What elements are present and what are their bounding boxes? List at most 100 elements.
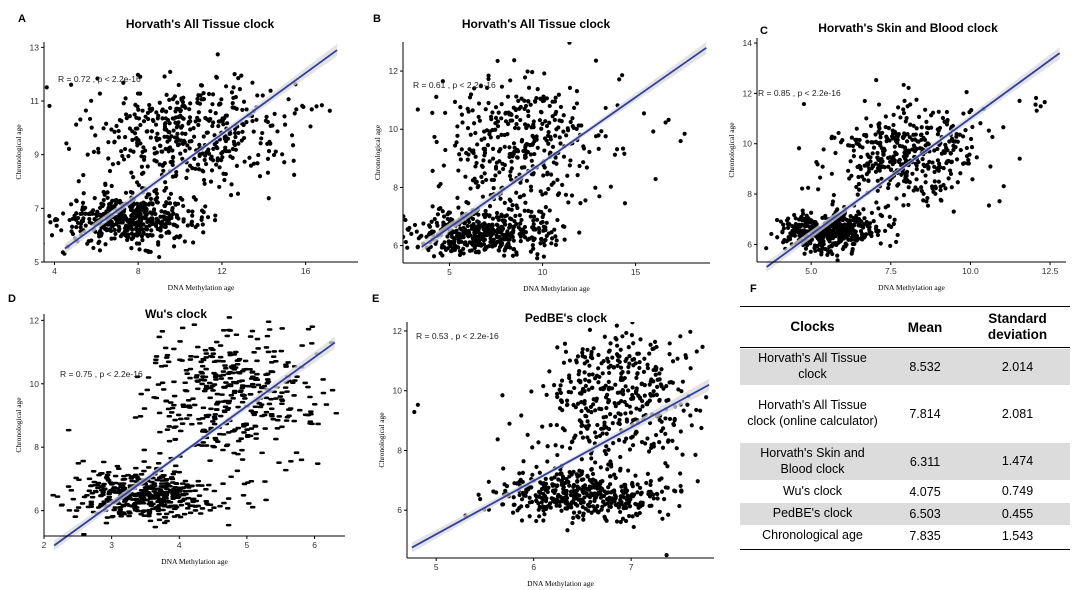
data-point	[432, 216, 437, 222]
data-point	[208, 109, 213, 114]
data-point	[551, 160, 556, 165]
data-point	[1017, 156, 1022, 161]
data-point	[514, 203, 519, 208]
data-point	[577, 418, 582, 423]
data-point	[606, 379, 611, 385]
data-point	[229, 182, 234, 187]
data-point	[107, 227, 112, 232]
data-point	[105, 470, 112, 474]
data-point	[495, 135, 501, 140]
data-point	[206, 483, 212, 487]
data-point	[235, 426, 242, 430]
table-header-row: Clocks Mean Standard deviation	[740, 307, 1070, 347]
data-point	[854, 126, 859, 131]
data-point	[613, 475, 618, 480]
data-point	[76, 478, 82, 482]
data-point	[619, 502, 624, 507]
data-point	[608, 341, 613, 346]
data-point	[615, 363, 620, 368]
data-point	[848, 159, 853, 164]
data-point	[226, 328, 232, 332]
data-point	[688, 413, 693, 418]
data-point	[801, 101, 807, 107]
data-point	[113, 231, 118, 237]
data-point	[550, 489, 556, 494]
data-point	[914, 177, 919, 182]
data-point	[283, 419, 290, 422]
data-point	[320, 391, 327, 395]
data-point	[72, 515, 79, 519]
data-point	[227, 351, 233, 354]
data-point	[654, 491, 659, 496]
data-point	[254, 372, 260, 376]
data-point	[607, 495, 612, 500]
data-point	[620, 146, 626, 151]
data-point	[597, 194, 602, 199]
data-point	[187, 163, 193, 168]
data-point	[819, 252, 824, 257]
data-point	[704, 395, 709, 400]
data-point	[434, 94, 439, 100]
data-point	[196, 122, 201, 128]
data-point	[966, 157, 971, 163]
data-point	[630, 434, 635, 439]
data-point	[252, 405, 259, 409]
data-point	[268, 88, 273, 93]
data-point	[186, 413, 193, 417]
data-point	[932, 179, 937, 184]
data-point	[485, 143, 491, 148]
data-point	[813, 244, 818, 249]
data-point	[694, 407, 699, 413]
data-point	[594, 322, 598, 323]
data-point	[158, 482, 165, 485]
data-point	[265, 380, 272, 384]
data-point	[476, 114, 481, 120]
data-point	[802, 224, 808, 229]
data-point	[667, 416, 673, 422]
data-point	[587, 363, 592, 368]
data-point	[481, 158, 486, 163]
data-point	[660, 445, 666, 450]
y-tick-label: 12	[30, 315, 40, 325]
data-point	[165, 360, 172, 364]
data-point	[589, 349, 594, 355]
data-point	[200, 441, 206, 444]
data-point	[134, 201, 140, 206]
data-point	[119, 149, 124, 154]
data-point	[180, 123, 185, 129]
data-point	[875, 232, 881, 238]
data-point	[134, 375, 141, 379]
data-point	[461, 251, 466, 256]
data-point	[508, 169, 513, 174]
data-point	[212, 417, 218, 421]
y-tick-label: 8	[393, 182, 398, 192]
data-point	[630, 480, 635, 486]
data-point	[555, 177, 560, 182]
data-point	[144, 195, 149, 200]
data-point	[554, 109, 559, 115]
data-point	[178, 195, 183, 201]
data-point	[639, 490, 644, 495]
data-point	[638, 337, 643, 342]
data-point	[514, 221, 519, 227]
data-point	[886, 182, 891, 187]
data-point	[887, 138, 892, 143]
data-point	[309, 107, 314, 112]
data-point	[97, 504, 104, 508]
data-point	[220, 448, 226, 452]
data-point	[920, 169, 925, 174]
data-point	[466, 228, 471, 234]
data-point	[490, 146, 496, 152]
data-point	[129, 479, 135, 483]
data-point	[240, 425, 247, 428]
data-point	[890, 128, 895, 133]
data-point	[651, 441, 656, 446]
data-point	[255, 347, 261, 350]
data-point	[170, 492, 176, 496]
data-point	[441, 214, 447, 219]
data-point	[570, 116, 575, 121]
data-point	[460, 120, 465, 125]
data-point	[197, 422, 203, 425]
data-point	[481, 129, 487, 134]
data-point	[924, 199, 929, 204]
